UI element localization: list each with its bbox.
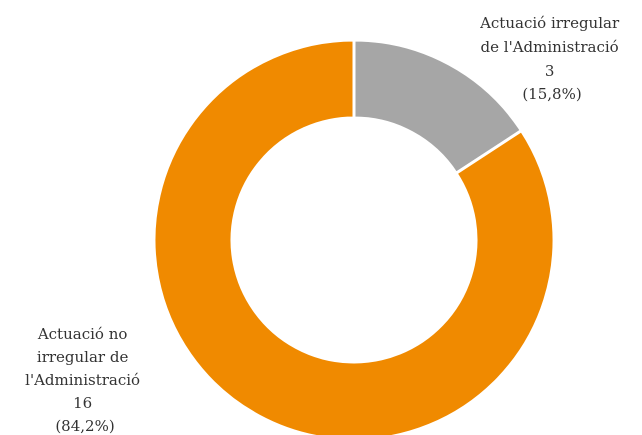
label-irregular: Actuació irregular de l'Administració 3 … <box>479 14 624 103</box>
donut-slices <box>152 38 556 435</box>
donut-slice-1 <box>152 38 556 435</box>
label-irregular-line-2: de l'Administració <box>481 38 619 56</box>
label-irregular-percent: (15,8%) <box>522 85 581 103</box>
label-irregular-value: 3 <box>545 62 555 80</box>
label-no-irregular: Actuació no irregular de l'Administració… <box>25 325 145 435</box>
label-no-irregular-line-3: l'Administració <box>25 371 140 389</box>
label-no-irregular-value: 16 <box>73 394 92 412</box>
label-irregular-line-1: Actuació irregular <box>479 14 620 32</box>
label-no-irregular-line-1: Actuació no <box>37 325 128 343</box>
label-no-irregular-percent: (84,2%) <box>55 417 114 435</box>
label-no-irregular-line-2: irregular de <box>37 348 129 366</box>
